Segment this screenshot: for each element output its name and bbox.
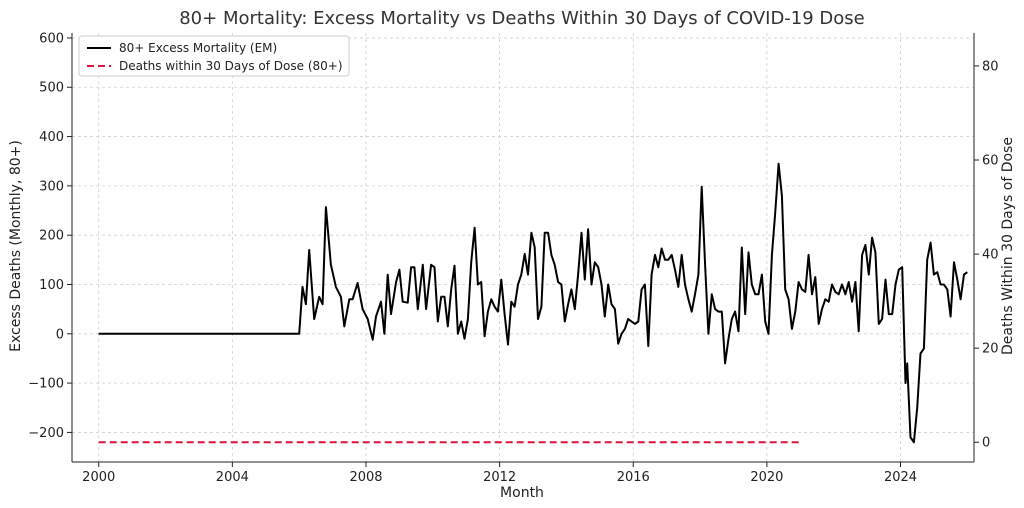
axes: 2000 2004 2008 2012 2016 2020 2024−200−1000100… <box>28 31 998 485</box>
y-right-tick-label: 60 <box>982 154 999 169</box>
y-right-tick-label: 40 <box>982 248 999 263</box>
x-tick-label: 2008 <box>349 470 382 485</box>
legend-label-1: Deaths within 30 Days of Dose (80+) <box>119 59 343 73</box>
x-axis-title: Month <box>500 485 544 501</box>
x-tick-label: 2004 <box>216 470 249 485</box>
y-left-tick-label: 500 <box>39 81 64 96</box>
legend-box <box>78 35 350 77</box>
y-right-tick-label: 20 <box>982 342 999 357</box>
x-tick-label: 2000 <box>82 470 115 485</box>
x-tick-label: 2024 <box>884 470 917 485</box>
y-left-axis-title: Excess Deaths (Monthly, 80+) <box>8 140 24 352</box>
y-left-tick-label: 300 <box>39 179 64 194</box>
y-left-tick-label: 0 <box>56 327 64 342</box>
legend: 80+ Excess Mortality (EM) Deaths within 3… <box>78 35 350 77</box>
y-left-tick-label: 400 <box>39 130 64 145</box>
y-left-tick-label: −200 <box>28 426 64 441</box>
y-left-tick-label: −100 <box>28 377 64 392</box>
chart-title: 80+ Mortality: Excess Mortality vs Death… <box>179 8 865 29</box>
grid <box>72 33 974 462</box>
series-line-0 <box>98 162 968 444</box>
x-tick-label: 2012 <box>483 470 516 485</box>
y-left-tick-label: 600 <box>39 31 64 46</box>
y-right-tick-label: 0 <box>982 436 990 451</box>
legend-label-0: 80+ Excess Mortality (EM) <box>119 41 277 55</box>
series-layer <box>98 162 968 444</box>
x-tick-label: 2020 <box>750 470 783 485</box>
x-tick-label: 2016 <box>617 470 650 485</box>
y-right-axis-title: Deaths Within 30 Days of Dose <box>1000 137 1016 355</box>
y-left-tick-label: 100 <box>39 278 64 293</box>
y-right-tick-label: 80 <box>982 59 999 74</box>
y-left-tick-label: 200 <box>39 229 64 244</box>
